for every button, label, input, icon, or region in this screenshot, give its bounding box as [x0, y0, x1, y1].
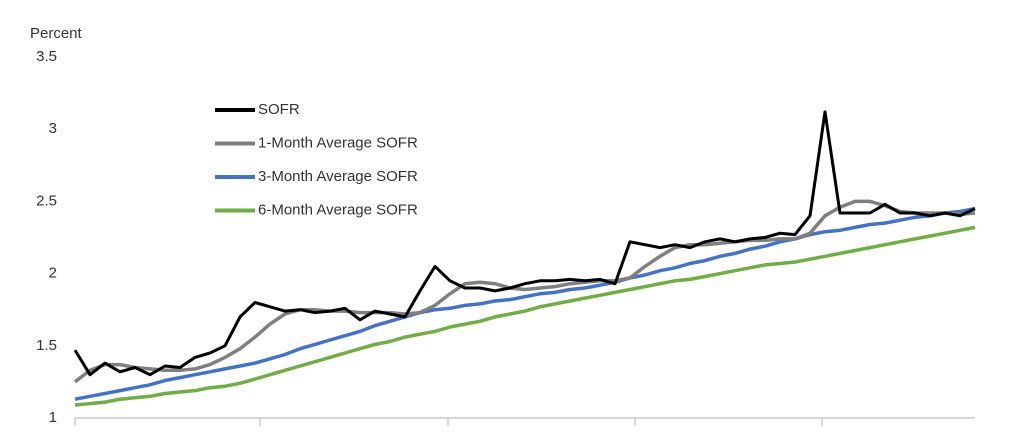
y-tick-label: 3.5 — [36, 48, 57, 65]
y-tick-label: 2.5 — [36, 192, 57, 209]
y-axis-label: Percent — [30, 25, 83, 42]
series-line — [73, 199, 976, 384]
y-tick-label: 3 — [49, 120, 57, 137]
series-line — [74, 206, 976, 401]
y-tick-label: 2 — [49, 265, 57, 282]
series-line — [73, 110, 976, 377]
y-tick-label: 1.5 — [36, 337, 57, 354]
series-line — [74, 225, 976, 407]
legend-label: 6-Month Average SOFR — [258, 201, 418, 218]
legend-label: 1-Month Average SOFR — [258, 134, 418, 151]
legend-label: 3-Month Average SOFR — [258, 168, 418, 185]
y-tick-label: 1 — [49, 409, 57, 426]
x-axis-ticks — [74, 418, 823, 426]
legend-label: SOFR — [258, 101, 300, 118]
